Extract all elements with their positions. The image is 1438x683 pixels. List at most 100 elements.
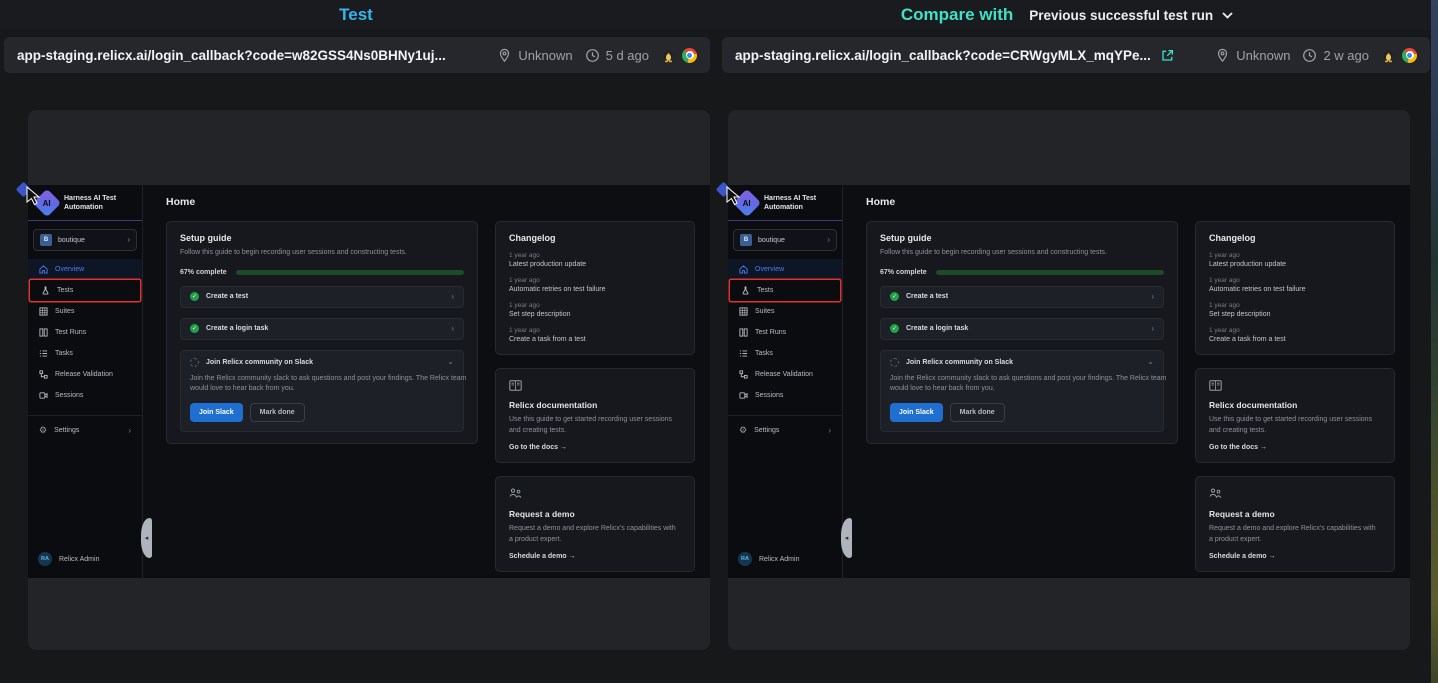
left-url-bar[interactable]: app-staging.relicx.ai/login_callback?cod… [4, 37, 710, 73]
step-create-a-test[interactable]: ✓ Create a test › [180, 285, 464, 308]
step-create-login-task[interactable]: ✓ Create a login task › [180, 317, 464, 340]
check-icon: ✓ [890, 292, 899, 301]
changelog-card: Changelog 1 year ago Latest production u… [1195, 221, 1395, 355]
grid-icon [39, 307, 48, 316]
gear-icon: ⚙ [739, 425, 748, 435]
go-to-docs-link[interactable]: Go to the docs → [1209, 444, 1267, 451]
setup-guide-card: Setup guide Follow this guide to begin r… [866, 221, 1178, 444]
setup-guide-card: Setup guide Follow this guide to begin r… [166, 221, 478, 444]
relicx-app-screenshot: AI Harness AI Test Automation B boutique … [728, 185, 1410, 578]
join-slack-button[interactable]: Join Slack [890, 402, 943, 422]
sidebar-nav: Overview Tests Suites Test Runs Tasks [728, 259, 842, 406]
sidebar-item-overview[interactable]: Overview [28, 259, 142, 280]
step-create-login-task[interactable]: ✓ Create a login task › [880, 317, 1164, 340]
documentation-card: Relicx documentation Use this guide to g… [495, 368, 695, 463]
grid-icon [739, 307, 748, 316]
documentation-title: Relicx documentation [1209, 400, 1298, 410]
setup-guide-title: Setup guide [180, 233, 232, 243]
step-create-a-test[interactable]: ✓ Create a test › [880, 285, 1164, 308]
collapse-arrow-icon: ◂ [844, 535, 849, 542]
documentation-title: Relicx documentation [509, 400, 598, 410]
sidebar-collapse-handle[interactable]: ◂ [141, 518, 152, 558]
changelog-entry: 1 year ago Set step description [1209, 302, 1271, 318]
changelog-entry: 1 year ago Automatic retries on test fai… [1209, 277, 1306, 293]
gear-icon: ⚙ [39, 425, 48, 435]
documentation-description: Use this guide to get started recording … [509, 416, 673, 434]
check-icon: ✓ [190, 324, 199, 333]
sidebar-item-tests[interactable]: Tests [730, 280, 840, 301]
sidebar-item-suites[interactable]: Suites [728, 301, 842, 322]
sidebar-collapse-handle[interactable]: ◂ [841, 518, 852, 558]
join-slack-button[interactable]: Join Slack [190, 402, 243, 422]
sidebar-item-suites[interactable]: Suites [28, 301, 142, 322]
compare-run-dropdown[interactable]: Previous successful test run [1029, 8, 1233, 23]
location-pin-icon [1218, 48, 1228, 62]
sidebar-item-tasks[interactable]: Tasks [28, 343, 142, 364]
chevron-right-icon: › [827, 235, 830, 244]
go-to-docs-link[interactable]: Go to the docs → [509, 444, 567, 451]
home-icon [39, 265, 48, 274]
people-icon [509, 488, 522, 498]
app-sidebar: AI Harness AI Test Automation B boutique … [728, 185, 852, 578]
app-sidebar: AI Harness AI Test Automation B boutique … [28, 185, 152, 578]
sidebar-item-release-validation[interactable]: Release Validation [28, 364, 142, 385]
mark-done-button[interactable]: Mark done [949, 402, 1005, 422]
left-url-meta: Unknown 5 d ago [497, 47, 697, 63]
clock-icon [1303, 48, 1317, 62]
chevron-down-icon: ⌄ [447, 357, 454, 366]
sidebar-spacer [728, 441, 842, 552]
project-selector[interactable]: B boutique › [733, 229, 837, 251]
changelog-entry: 1 year ago Create a task from a test [1209, 327, 1286, 343]
chevron-right-icon: › [1151, 291, 1154, 301]
project-initial-badge: B [40, 234, 52, 246]
project-selector[interactable]: B boutique › [33, 229, 137, 251]
brand-name: Harness AI Test Automation [64, 194, 117, 211]
sidebar-item-overview[interactable]: Overview [728, 259, 842, 280]
sidebar-item-tests[interactable]: Tests [30, 280, 140, 301]
user-account-row[interactable]: RA Relicx Admin [28, 552, 142, 578]
left-url-text: app-staging.relicx.ai/login_callback?cod… [17, 47, 446, 63]
schedule-demo-link[interactable]: Schedule a demo → [509, 553, 576, 560]
sidebar-divider [728, 415, 842, 416]
sidebar-spacer [28, 441, 142, 552]
sidebar-item-test-runs[interactable]: Test Runs [28, 322, 142, 343]
mark-done-button[interactable]: Mark done [249, 402, 305, 422]
step-join-slack-header[interactable]: Join Relicx community on Slack ⌄ [890, 357, 1154, 367]
right-url-bar[interactable]: app-staging.relicx.ai/login_callback?cod… [722, 37, 1430, 73]
check-icon: ✓ [890, 324, 899, 333]
step-join-slack-header[interactable]: Join Relicx community on Slack ⌄ [190, 357, 454, 367]
page-title: Home [866, 196, 896, 208]
slack-step-description: Join the Relicx community slack to ask q… [190, 374, 467, 393]
project-name: boutique [758, 236, 785, 244]
user-account-row[interactable]: RA Relicx Admin [728, 552, 842, 578]
schedule-demo-link[interactable]: Schedule a demo → [1209, 553, 1276, 560]
sidebar-item-settings[interactable]: ⚙ Settings › [39, 425, 131, 435]
linux-penguin-icon [664, 49, 673, 62]
sidebar-item-sessions[interactable]: Sessions [28, 385, 142, 406]
sidebar-item-test-runs[interactable]: Test Runs [728, 322, 842, 343]
sidebar-item-sessions[interactable]: Sessions [728, 385, 842, 406]
release-validation-icon [39, 370, 48, 379]
right-age-label: 2 w ago [1323, 47, 1369, 63]
step-join-slack: Join Relicx community on Slack ⌄ Join th… [880, 349, 1167, 432]
sidebar-item-tasks[interactable]: Tasks [728, 343, 842, 364]
sidebar-item-release-validation[interactable]: Release Validation [728, 364, 842, 385]
page-title: Home [166, 196, 196, 208]
compare-screenshot: AI Harness AI Test Automation B boutique … [728, 185, 1410, 578]
compare-run-value: Previous successful test run [1029, 7, 1214, 23]
compare-header-group: Compare with Previous successful test ru… [722, 5, 1412, 25]
project-name: boutique [58, 236, 85, 244]
user-name: Relicx Admin [759, 555, 800, 563]
sidebar-divider [728, 220, 842, 221]
progress-bar [935, 269, 1164, 275]
flask-icon [742, 286, 749, 295]
chrome-browser-icon [1402, 47, 1417, 63]
sidebar-item-settings[interactable]: ⚙ Settings › [739, 425, 831, 435]
external-link-icon[interactable] [1160, 48, 1175, 63]
pending-circle-icon [190, 357, 199, 367]
documentation-card: Relicx documentation Use this guide to g… [1195, 368, 1395, 463]
avatar: RA [38, 552, 52, 566]
chevron-right-icon: › [128, 425, 131, 435]
people-icon [1209, 488, 1222, 498]
request-demo-card: Request a demo Request a demo and explor… [1195, 476, 1395, 572]
